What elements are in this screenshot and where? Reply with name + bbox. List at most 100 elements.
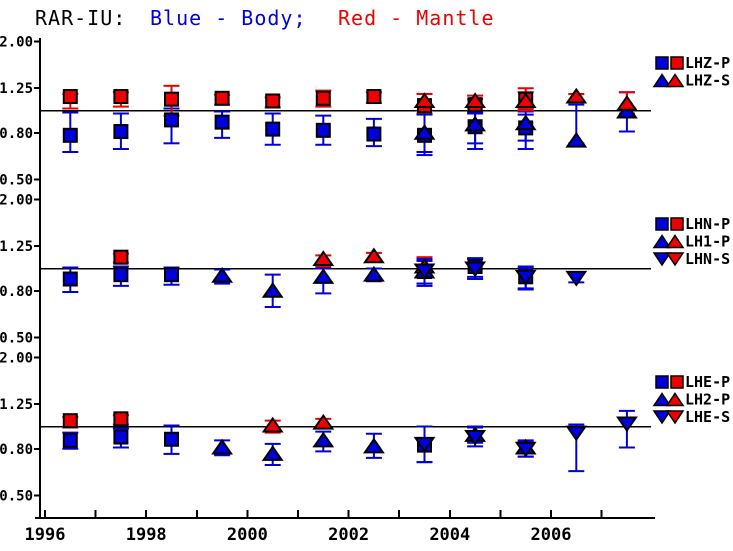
legend-mantle-triangle-up-icon [665,392,685,407]
marker-square-icon [265,93,281,109]
x-tick-label: 1996 [25,525,66,545]
y-tick-label: 2.00 [0,192,33,208]
mantle-color-key-label: Red - Mantle [338,6,495,30]
marker-square-icon [315,90,331,106]
marker-square-icon [315,122,331,138]
x-tick-label: 2000 [227,525,268,545]
x-tick-label: 2002 [328,525,369,545]
y-tick-label: 0.50 [0,331,33,347]
marker-triangle-down-icon [413,263,436,280]
marker-triangle-down-icon [514,441,537,458]
marker-triangle-up-icon [615,94,638,111]
series-lhz-s-body [413,102,638,148]
station-label: RAR-IU: [35,6,127,30]
legend-item-LHZ-S: LHZ-S [652,72,730,90]
legend-mantle-square-icon [670,56,684,70]
legend-label: LHN-S [685,250,730,268]
marker-triangle-up-icon [261,445,284,461]
x-tick-label: 2004 [429,525,470,545]
marker-triangle-up-icon [565,131,588,148]
x-axis-ticks: 1996 1998 2000 2002 2004 2006 [25,510,603,545]
marker-triangle-up-icon [312,431,335,448]
x-tick-label: 1998 [126,525,167,545]
legend-label: LHE-S [685,408,730,426]
marker-triangle-up-icon [211,438,234,455]
series-lhn-s-body [413,261,588,287]
marker-triangle-down-icon [413,436,436,453]
series-lhz-p-mantle [62,89,534,114]
series-lhn-p-mantle [113,249,129,265]
marker-square-icon [62,89,78,105]
legend-label: LHZ-P [685,54,730,72]
legend-body-triangle-up-icon [652,73,672,88]
marker-square-icon [113,249,129,265]
marker-triangle-up-icon [312,250,335,266]
legend-label: LH2-P [685,391,730,409]
marker-triangle-up-icon [514,92,537,108]
marker-square-icon [366,126,382,142]
marker-square-icon [62,271,78,287]
body-color-key-label: Blue - Body; [150,6,307,30]
marker-triangle-up-icon [211,266,234,283]
marker-triangle-up-icon [413,92,436,108]
marker-triangle-up-icon [413,124,436,140]
marker-square-icon [164,267,179,283]
y-tick-label: 1.25 [0,239,33,255]
marker-triangle-up-icon [362,265,385,282]
marker-triangle-up-icon [362,437,385,454]
legend-item-LHE-S: LHE-S [652,408,730,426]
marker-square-icon [164,91,179,107]
y-tick-label: 1.25 [0,397,33,413]
marker-square-icon [164,112,179,128]
legend-label: LHN-P [685,215,730,233]
marker-square-icon [113,411,129,427]
y-tick-label: 0.50 [0,489,33,505]
marker-triangle-up-icon [464,92,487,108]
marker-triangle-up-icon [565,87,588,104]
marker-triangle-down-icon [565,425,588,442]
legend-mantle-triangle-up-icon [665,73,685,88]
marker-triangle-down-icon [464,430,487,446]
y-tick-label: 2.00 [0,34,33,50]
marker-triangle-down-icon [615,416,638,433]
legend-body-triangle-up-icon [652,392,672,407]
legend-body-triangle-up-icon [652,234,672,249]
legend-label: LHZ-S [685,72,730,90]
legend-item-LHZ-P: LHZ-P [655,54,730,72]
marker-square-icon [62,413,78,429]
marker-square-icon [62,432,78,448]
series-lhz-p-body [62,112,534,143]
legend-body-square-icon [655,375,669,389]
marker-triangle-up-icon [312,413,335,430]
series-lhe-s-body [413,416,638,458]
marker-triangle-down-icon [514,269,537,286]
y-tick-label: 1.25 [0,81,33,97]
marker-square-icon [113,267,129,283]
y-tick-label: 2.00 [0,350,33,366]
legend-label: LH1-P [685,233,730,251]
marker-triangle-down-icon [565,270,588,287]
y-tick-label: 0.80 [0,284,33,300]
marker-square-icon [265,121,281,137]
y-tick-label: 0.80 [0,442,33,458]
y-tick-label: 0.50 [0,173,33,189]
legend-mantle-triangle-down-icon [665,410,685,425]
marker-triangle-up-icon [312,268,335,284]
legend-mantle-triangle-up-icon [665,234,685,249]
marker-square-icon [366,89,382,105]
marker-square-icon [113,429,129,445]
marker-triangle-up-icon [261,282,284,298]
chart-title: RAR-IU: Blue - Body; Red - Mantle [0,6,733,32]
legend-mantle-square-icon [670,375,684,389]
y-tick-label: 0.80 [0,126,33,142]
marker-triangle-up-icon [261,416,284,433]
marker-square-icon [62,127,78,143]
legend-body-triangle-down-icon [652,252,672,267]
